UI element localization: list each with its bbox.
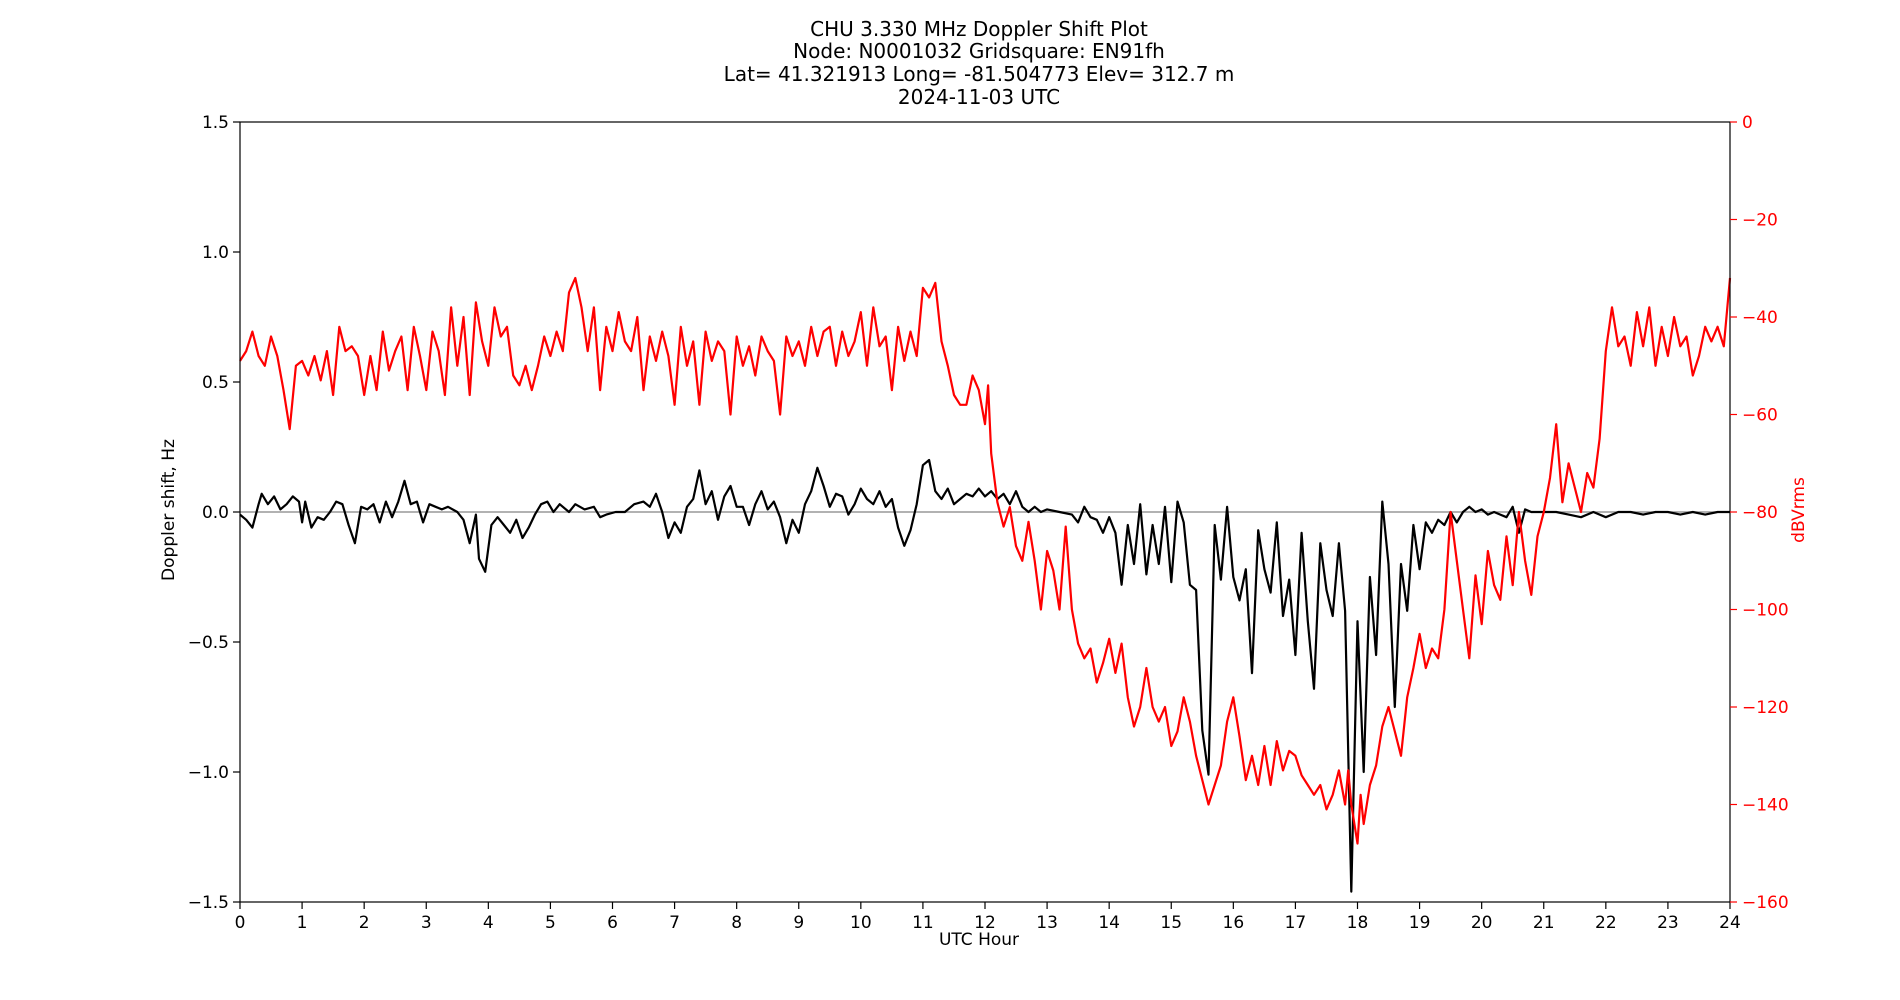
left-y-axis: 1.5 1.0 0.5 0.0 −0.5 −1.0 −1.5: [188, 113, 240, 913]
x-tick-label: 15: [1160, 913, 1182, 933]
title-line-1: CHU 3.330 MHz Doppler Shift Plot: [810, 17, 1148, 41]
right-y-tick-label: −140: [1742, 796, 1789, 816]
right-y-tick-label: −20: [1742, 211, 1778, 231]
right-y-tick-label: −160: [1742, 893, 1789, 913]
right-y-tick-label: 0: [1742, 113, 1753, 133]
x-tick-label: 2: [359, 913, 370, 933]
left-y-tick-label: 0.0: [202, 503, 229, 523]
x-axis: 0 1 2 3 4 5 6 7 8 9 10 11 12 13 14 15 16 17 18 19 20 21 22 23 24: [235, 902, 1741, 933]
chart-title: CHU 3.330 MHz Doppler Shift Plot Node: N…: [724, 17, 1235, 109]
x-tick-label: 24: [1719, 913, 1741, 933]
power-series-line: [239, 276, 1732, 845]
x-tick-label: 21: [1533, 913, 1555, 933]
x-tick-label: 13: [1036, 913, 1058, 933]
x-tick-label: 14: [1098, 913, 1120, 933]
x-axis-label: UTC Hour: [939, 930, 1019, 950]
series-layer: [239, 276, 1732, 893]
title-line-4: 2024-11-03 UTC: [898, 85, 1060, 109]
x-tick-label: 3: [421, 913, 432, 933]
x-tick-label: 1: [297, 913, 308, 933]
right-y-tick-label: −120: [1742, 698, 1789, 718]
x-tick-label: 11: [912, 913, 934, 933]
x-tick-label: 0: [235, 913, 246, 933]
x-tick-label: 19: [1409, 913, 1431, 933]
right-y-tick-label: −100: [1742, 601, 1789, 621]
x-tick-label: 9: [793, 913, 804, 933]
right-y-axis-label: dBVrms: [1789, 477, 1809, 543]
x-tick-label: 12: [974, 913, 996, 933]
title-line-2: Node: N0001032 Gridsquare: EN91fh: [793, 39, 1165, 63]
x-tick-label: 23: [1657, 913, 1679, 933]
x-tick-label: 17: [1285, 913, 1307, 933]
x-tick-label: 10: [850, 913, 872, 933]
right-y-tick-label: −40: [1742, 308, 1778, 328]
left-y-tick-label: 0.5: [202, 373, 229, 393]
x-tick-label: 18: [1347, 913, 1369, 933]
doppler-series-line: [239, 458, 1730, 893]
x-tick-label: 8: [731, 913, 742, 933]
title-line-3: Lat= 41.321913 Long= -81.504773 Elev= 31…: [724, 62, 1235, 86]
left-y-axis-label: Doppler shift, Hz: [159, 439, 179, 581]
left-y-tick-label: −1.0: [188, 763, 229, 783]
right-y-axis: 0 −20 −40 −60 −80 −100 −120 −140 −160: [1730, 113, 1789, 913]
x-tick-label: 4: [483, 913, 494, 933]
left-y-tick-label: 1.0: [202, 243, 229, 263]
x-tick-label: 16: [1223, 913, 1245, 933]
left-y-tick-label: −1.5: [188, 893, 229, 913]
x-tick-label: 22: [1595, 913, 1617, 933]
left-y-tick-label: 1.5: [202, 113, 229, 133]
x-tick-label: 6: [607, 913, 618, 933]
x-tick-label: 20: [1471, 913, 1493, 933]
right-y-tick-label: −60: [1742, 406, 1778, 426]
x-tick-label: 7: [669, 913, 680, 933]
x-tick-label: 5: [545, 913, 556, 933]
right-y-tick-label: −80: [1742, 503, 1778, 523]
left-y-tick-label: −0.5: [188, 633, 229, 653]
